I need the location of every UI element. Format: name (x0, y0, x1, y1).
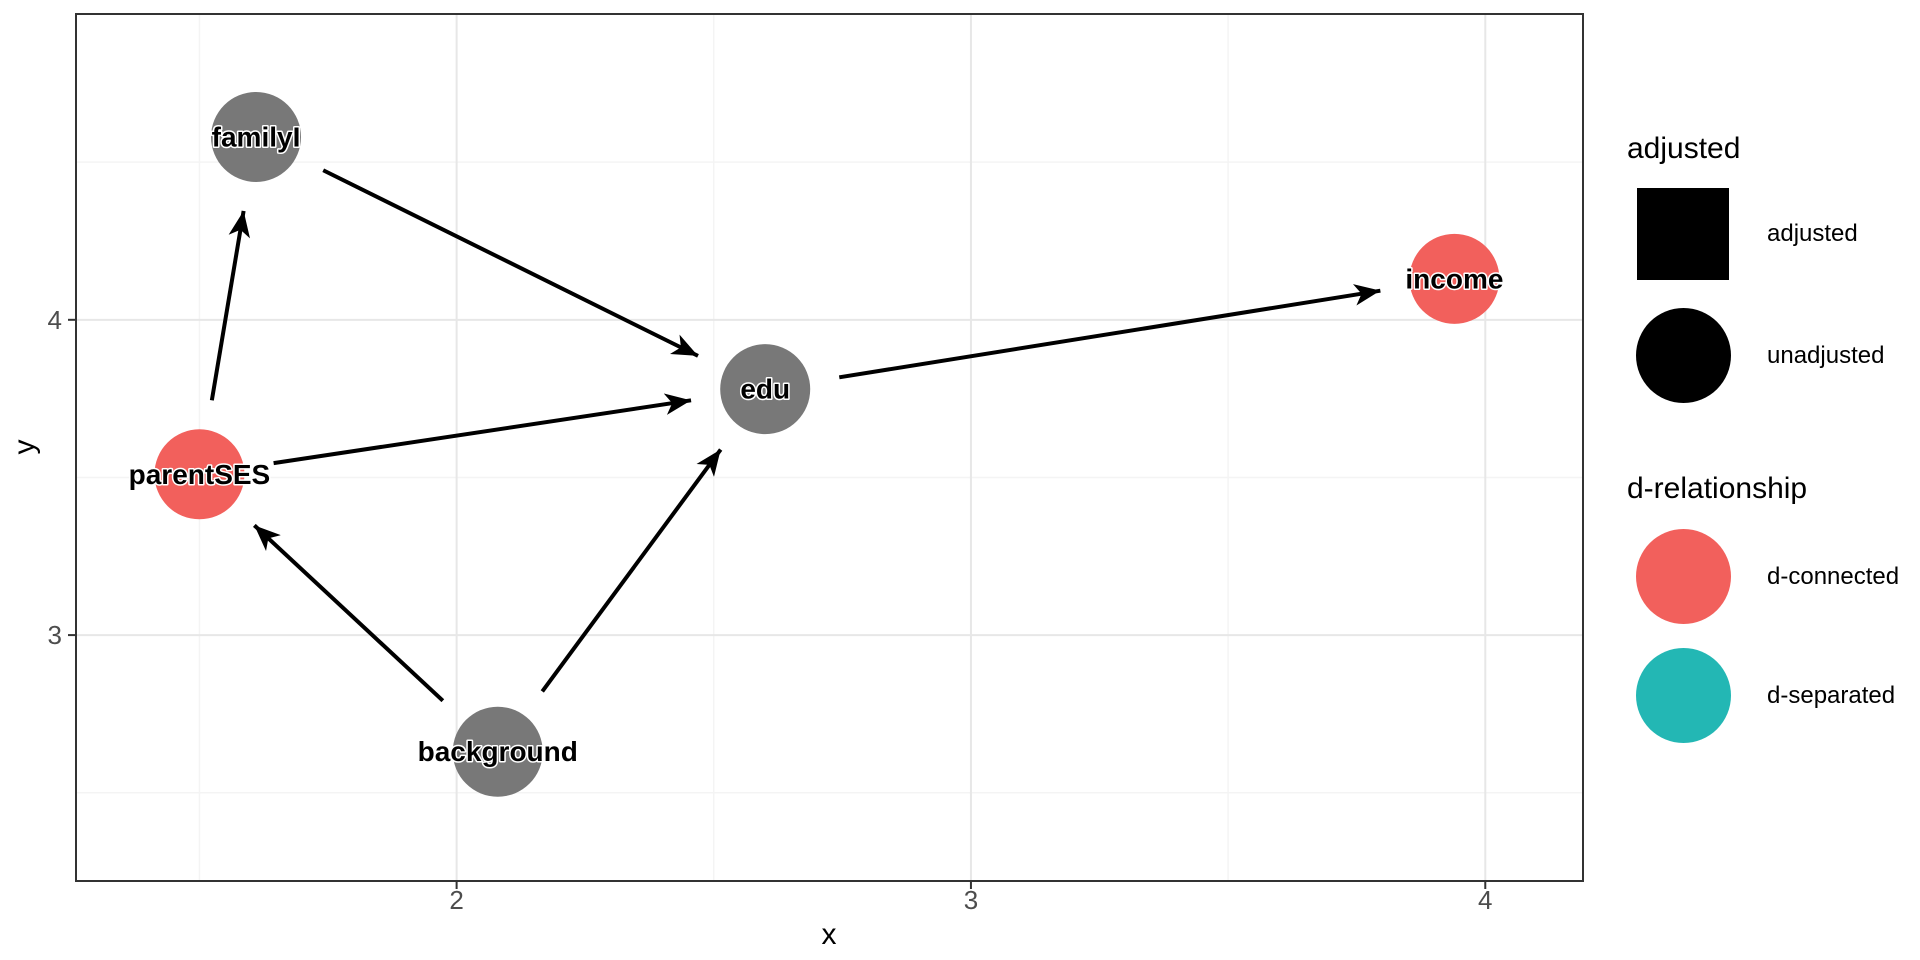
legend-item-d-connected: d-connected (1627, 529, 1899, 624)
x-axis-title: x (822, 918, 837, 951)
legend-item-d-separated: d-separated (1627, 648, 1895, 743)
dag-edge-parentSES-to-familyI (209, 210, 250, 401)
legend-label: adjusted (1767, 220, 1858, 247)
legend-key-box (1627, 529, 1739, 624)
dag-node-label-background: background (418, 736, 578, 767)
dag-edges (209, 168, 1381, 703)
y-tick-label-3: 3 (48, 620, 62, 650)
dag-node-labels: familyI parentSES background edu income (127, 120, 1505, 769)
d-separated-circle-icon (1635, 648, 1731, 743)
dag-node-label-edu: edu (740, 374, 790, 405)
gridlines (76, 14, 1583, 881)
y-axis-title: y (8, 440, 41, 455)
unadjusted-circle-icon (1635, 308, 1731, 403)
axes: 2 3 4 3 4 (48, 305, 1493, 915)
legend-label: d-connected (1767, 562, 1900, 590)
dag-nodes (154, 91, 1500, 797)
dag-node-familyI (211, 91, 302, 182)
y-tick-label-4: 4 (48, 305, 62, 335)
dag-edge-edu-to-income (838, 284, 1381, 380)
legend-key-box (1627, 648, 1739, 743)
d-connected-circle-icon (1635, 529, 1731, 624)
dag-node-label-familyI: familyI (212, 121, 301, 152)
dag-node-background (452, 706, 543, 797)
legend-item-adjusted: adjusted (1627, 188, 1858, 280)
adjusted-square-icon (1637, 188, 1729, 280)
legend-key-box (1627, 188, 1739, 280)
dag-edge-background-to-parentSES (252, 523, 445, 703)
legend: adjusted adjusted unadjusted d-relations… (1627, 0, 1920, 960)
dag-edge-familyI-to-edu (322, 168, 699, 358)
dag-node-income (1409, 233, 1500, 324)
legend-item-unadjusted: unadjusted (1627, 308, 1884, 403)
legend-label: unadjusted (1767, 341, 1885, 369)
legend-key-box (1627, 308, 1739, 403)
dag-edge-parentSES-to-edu (273, 393, 692, 466)
dag-node-edu (720, 344, 811, 435)
panel-border (75, 13, 1584, 882)
legend-label: d-separated (1767, 681, 1896, 709)
legend-title-adjusted: adjusted (1627, 132, 1741, 165)
x-tick-label-3: 3 (964, 885, 978, 915)
dag-node-label-income: income (1405, 263, 1503, 294)
x-tick-label-2: 2 (449, 885, 463, 915)
dag-edge-background-to-edu (540, 448, 723, 693)
x-tick-label-4: 4 (1478, 885, 1492, 915)
legend-title-d-relationship: d-relationship (1627, 472, 1808, 505)
dag-node-parentSES (154, 429, 245, 520)
dag-node-label-parentSES: parentSES (129, 459, 271, 490)
